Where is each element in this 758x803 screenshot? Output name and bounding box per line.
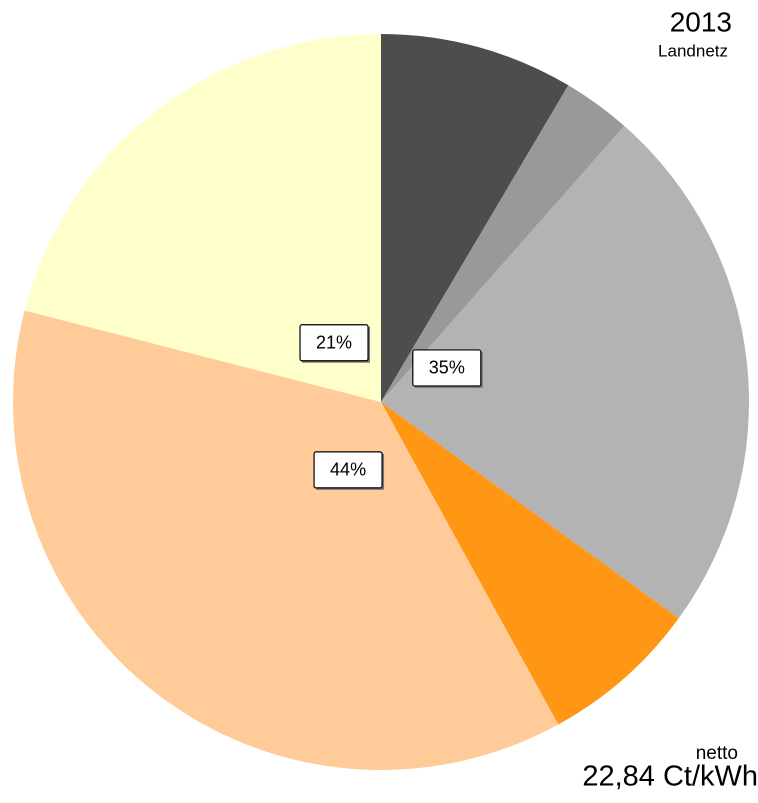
pie-slice xyxy=(381,402,679,725)
pie xyxy=(13,34,749,770)
label-box xyxy=(299,324,369,362)
chart-title: 2013 xyxy=(670,6,732,37)
label-text: 21% xyxy=(316,332,352,352)
chart-subtitle: Landnetz xyxy=(658,41,728,60)
annotation: 22,84 Ct/kWh xyxy=(582,761,758,793)
data-label: 44% xyxy=(313,451,385,490)
label-box xyxy=(412,349,482,387)
label-text: 35% xyxy=(429,358,465,378)
pie-slice xyxy=(381,34,569,402)
label-box xyxy=(313,451,383,489)
label-text: 44% xyxy=(330,460,366,480)
pie-slice xyxy=(381,125,749,619)
data-label: 21% xyxy=(299,324,371,363)
pie-slice xyxy=(13,310,559,770)
data-label: 35% xyxy=(412,349,483,388)
annotation: netto xyxy=(696,743,738,764)
labels: 35% 44% 21% xyxy=(299,324,483,490)
pie-slice xyxy=(24,34,381,402)
pie-slice xyxy=(381,85,625,402)
